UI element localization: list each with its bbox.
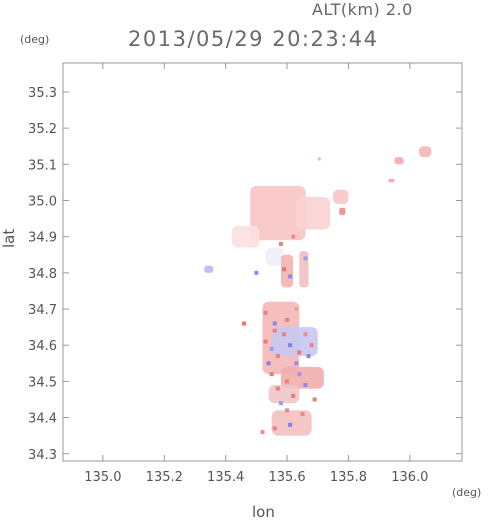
data-region-0 bbox=[250, 186, 306, 241]
x-tick-label-2: 135.4 bbox=[207, 470, 244, 485]
y-tick-label-10: 35.3 bbox=[28, 86, 57, 101]
y-tick-label-9: 35.2 bbox=[28, 122, 57, 137]
data-cell-3 bbox=[288, 343, 293, 348]
data-cell-23 bbox=[285, 408, 290, 413]
data-cell-30 bbox=[278, 241, 283, 246]
data-cell-14 bbox=[263, 339, 268, 344]
data-cell-34 bbox=[272, 328, 277, 333]
x-tick-label-0: 135.0 bbox=[84, 470, 121, 485]
x-axis-label: lon bbox=[252, 503, 275, 521]
data-region-15 bbox=[280, 366, 324, 389]
data-cell-31 bbox=[291, 234, 296, 239]
data-cell-32 bbox=[297, 350, 302, 355]
data-cell-17 bbox=[266, 361, 271, 366]
y-tick-label-3: 34.6 bbox=[28, 339, 57, 354]
y-tick-label-7: 35.0 bbox=[28, 194, 57, 209]
y-tick-label-5: 34.8 bbox=[28, 267, 57, 282]
y-tick-label-6: 34.9 bbox=[28, 231, 57, 246]
y-tick-label-8: 35.1 bbox=[28, 158, 57, 173]
data-cell-29 bbox=[254, 270, 259, 275]
data-cell-19 bbox=[294, 307, 299, 312]
data-cell-6 bbox=[269, 372, 274, 377]
data-cell-2 bbox=[281, 332, 286, 337]
data-cell-5 bbox=[294, 361, 299, 366]
data-cell-16 bbox=[306, 354, 311, 359]
data-cell-10 bbox=[278, 401, 283, 406]
data-cell-7 bbox=[285, 379, 290, 384]
data-cell-0 bbox=[263, 310, 268, 315]
y-tick-label-1: 34.4 bbox=[28, 412, 57, 427]
data-region-4 bbox=[333, 189, 349, 205]
x-tick-label-3: 135.6 bbox=[268, 470, 305, 485]
data-region-7 bbox=[388, 178, 395, 183]
data-region-8 bbox=[339, 207, 346, 215]
data-cell-25 bbox=[242, 321, 247, 326]
data-region-10 bbox=[265, 247, 284, 266]
data-region-6 bbox=[419, 146, 432, 158]
data-cell-12 bbox=[288, 422, 293, 427]
data-cell-18 bbox=[285, 317, 290, 322]
data-cell-22 bbox=[297, 372, 302, 377]
data-cell-21 bbox=[312, 397, 317, 402]
y-tick-label-2: 34.5 bbox=[28, 375, 57, 390]
data-cell-11 bbox=[300, 411, 305, 416]
y-axis-unit: (deg) bbox=[20, 33, 50, 46]
data-cell-4 bbox=[275, 354, 280, 359]
data-region-11 bbox=[280, 254, 294, 288]
data-cell-35 bbox=[269, 346, 274, 351]
plot-frame bbox=[62, 62, 463, 462]
data-cell-27 bbox=[288, 274, 293, 279]
x-axis-unit: (deg) bbox=[452, 486, 482, 499]
data-cell-28 bbox=[303, 256, 308, 261]
data-region-5 bbox=[394, 157, 404, 165]
data-layer bbox=[204, 146, 432, 436]
chart-title: 2013/05/29 20:23:44 bbox=[128, 27, 379, 51]
x-tick-label-5: 136.0 bbox=[391, 470, 428, 485]
data-cell-33 bbox=[309, 343, 314, 348]
data-region-1 bbox=[296, 196, 331, 230]
y-tick-label-4: 34.7 bbox=[28, 303, 57, 318]
data-cell-9 bbox=[291, 393, 296, 398]
data-cell-24 bbox=[260, 430, 265, 435]
axis-layer: 135.0 135.2 135.4 135.6 135.8 136.0 34.3 34.4 34… bbox=[28, 63, 462, 485]
data-cell-15 bbox=[303, 332, 308, 337]
data-cell-8 bbox=[303, 383, 308, 388]
data-region-14 bbox=[271, 327, 318, 357]
altitude-label: ALT(km) 2.0 bbox=[312, 0, 413, 19]
x-tick-label-1: 135.2 bbox=[146, 470, 183, 485]
data-region-2 bbox=[231, 225, 260, 248]
data-cell-20 bbox=[275, 386, 280, 391]
data-region-3 bbox=[204, 265, 214, 273]
x-tick-label-4: 135.8 bbox=[330, 470, 367, 485]
data-region-9 bbox=[317, 157, 321, 161]
data-cell-1 bbox=[272, 321, 277, 326]
data-cell-13 bbox=[272, 426, 277, 431]
y-tick-label-0: 34.3 bbox=[28, 448, 57, 463]
data-cell-26 bbox=[281, 267, 286, 272]
